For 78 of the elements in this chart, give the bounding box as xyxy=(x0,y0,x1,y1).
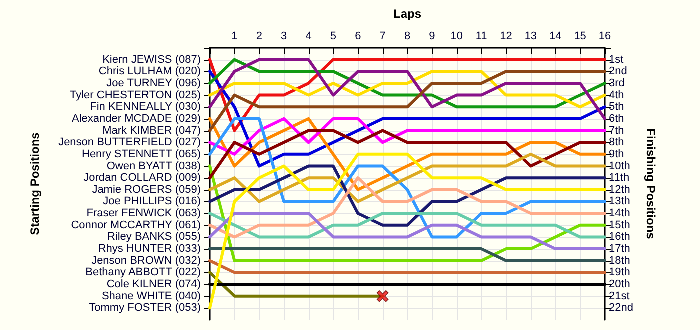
text: Riley BANKS (055) xyxy=(107,231,201,244)
line-series xyxy=(208,212,606,251)
y2-tick-label: 5th xyxy=(609,101,624,114)
x-tick-label: 6 xyxy=(355,30,362,42)
y2-tick-label: 1st xyxy=(609,54,624,66)
text: Joe PHILLIPS (016) xyxy=(103,196,201,208)
text: Kiern JEWISS (087) xyxy=(102,54,201,66)
y2-tick-label: 14th xyxy=(609,208,630,220)
text: Connor MCCARTHY (061) xyxy=(71,219,201,232)
text: Jamie ROGERS (059) xyxy=(92,184,201,196)
x-tick-label: 14 xyxy=(550,30,562,42)
x-tick-label: 4 xyxy=(306,30,312,42)
y2-tick-label: 2nd xyxy=(609,66,628,78)
y2-tick-label: 18th xyxy=(609,254,630,267)
x-tick-label: 11 xyxy=(476,30,488,42)
text: Starting Positions xyxy=(28,132,42,236)
x-tick-label: 12 xyxy=(500,30,512,42)
text: Cole KILNER (074) xyxy=(106,278,201,291)
x-tick-label: 9 xyxy=(429,30,436,42)
text: Fin KENNEALLY (030) xyxy=(90,101,201,114)
line-series xyxy=(208,117,606,239)
y2-tick-label: 19th xyxy=(609,266,630,279)
x-axis-title: Laps xyxy=(393,7,422,21)
y2-tick-label: 22nd xyxy=(609,302,634,314)
y2-tick-label: 16th xyxy=(609,231,630,244)
text: Chris LULHAM (020) xyxy=(98,66,201,78)
line-series xyxy=(208,70,606,132)
text: Tommy FOSTER (053) xyxy=(89,302,201,314)
line-series xyxy=(208,129,606,180)
text: Fraser FENWICK (063) xyxy=(86,208,201,220)
x-tick-label: 2 xyxy=(256,30,262,42)
line-series xyxy=(208,164,606,227)
text: Jenson BUTTERFIELD (027) xyxy=(58,136,201,149)
y2-tick-label: 12th xyxy=(609,184,630,196)
text: Alexander MCDADE (029) xyxy=(72,112,201,125)
x-tick-label: 15 xyxy=(574,30,586,42)
y2-tick-label: 6th xyxy=(609,112,624,125)
y2-tick-label: 3rd xyxy=(609,77,625,90)
line-series xyxy=(208,152,606,204)
y2-tick-label: 21st xyxy=(609,290,630,302)
line-series xyxy=(208,164,606,262)
line-series xyxy=(208,152,606,310)
text: Henry STENNETT (065) xyxy=(82,148,201,160)
line-series xyxy=(208,117,606,156)
line-series xyxy=(208,58,606,120)
line-series xyxy=(208,58,606,132)
text: Jordan COLLARD (009) xyxy=(84,172,201,184)
x-tick-label: 3 xyxy=(281,30,288,42)
y2-tick-label: 4th xyxy=(609,89,624,102)
y2-tick-label: 17th xyxy=(609,243,630,256)
x-tick-label: 1 xyxy=(232,30,238,42)
y2-tick-label: 7th xyxy=(609,124,624,137)
text: Jenson BROWN (032) xyxy=(92,254,201,267)
text: Joe TURNEY (096) xyxy=(106,77,201,90)
text: Rhys HUNTER (033) xyxy=(98,243,201,256)
y2-tick-label: 11th xyxy=(609,172,630,184)
y2-tick-label: 13th xyxy=(609,196,630,208)
x-tick-label: 10 xyxy=(450,30,463,42)
y2-axis-title: Finishing Positions xyxy=(644,128,658,240)
text: Mark KIMBER (047) xyxy=(102,124,201,137)
x-tick-label: 8 xyxy=(404,30,411,42)
y2-tick-label: 15th xyxy=(609,219,630,232)
text: Tyler CHESTERTON (025) xyxy=(70,89,201,102)
line-series xyxy=(208,176,606,239)
x-tick-label: 7 xyxy=(380,30,386,42)
x-tick-label: 16 xyxy=(598,30,612,42)
x-tick-label: 5 xyxy=(330,30,336,42)
text: Owen BYATT (038) xyxy=(106,160,201,172)
line-series xyxy=(208,70,606,109)
y2-tick-label: 10th xyxy=(609,160,630,172)
y2-tick-label: 20th xyxy=(609,278,630,291)
x-tick-label: 13 xyxy=(524,30,538,42)
line-series xyxy=(208,58,606,109)
y2-tick-label: 9th xyxy=(609,148,624,160)
text: Shane WHITE (040) xyxy=(102,290,201,302)
text: Bethany ABBOTT (022) xyxy=(86,266,201,279)
y2-tick-label: 8th xyxy=(609,136,624,149)
line-series xyxy=(208,70,606,168)
